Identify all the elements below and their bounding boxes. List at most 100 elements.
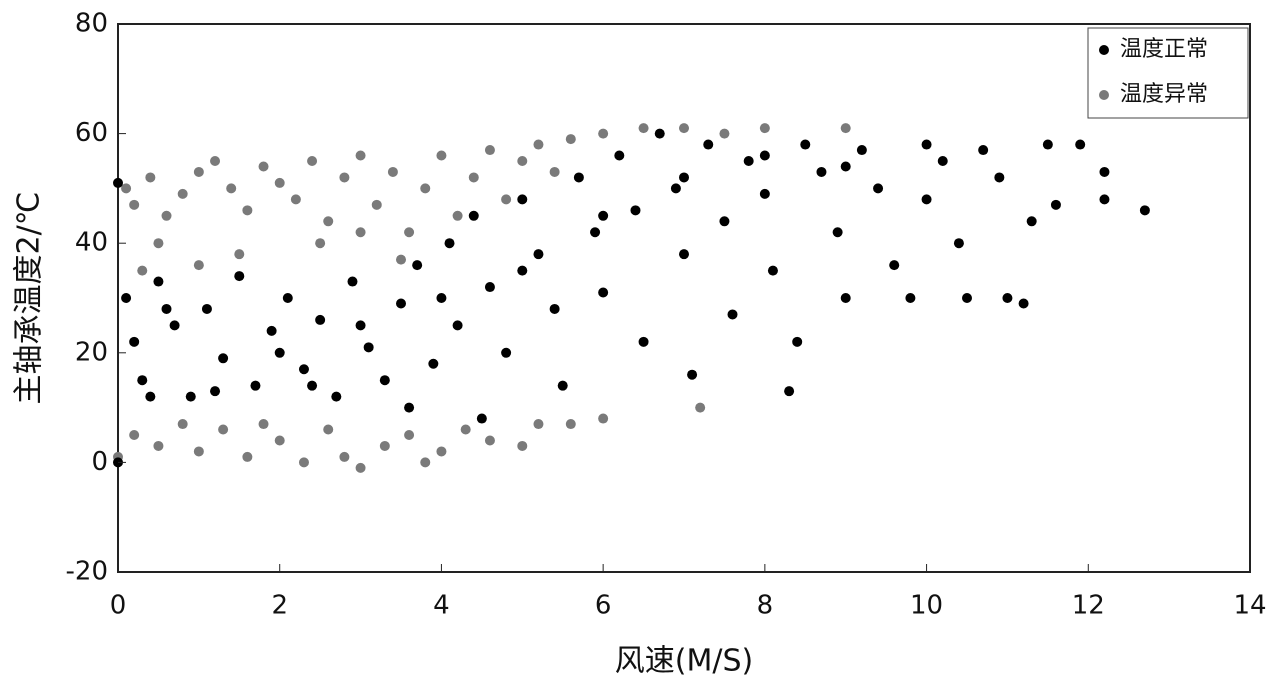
point <box>177 419 188 430</box>
point <box>177 188 188 199</box>
point <box>687 369 698 380</box>
point <box>274 347 285 358</box>
point <box>517 440 528 451</box>
point <box>679 249 689 260</box>
point <box>145 391 156 402</box>
point <box>1026 216 1037 227</box>
point <box>1042 139 1053 150</box>
point <box>274 435 285 446</box>
point <box>347 276 358 287</box>
point <box>234 271 245 282</box>
point <box>210 156 221 166</box>
y-tick-label: 80 <box>75 9 108 39</box>
point <box>113 177 123 188</box>
point <box>533 249 544 260</box>
point <box>573 172 584 183</box>
point <box>468 172 479 183</box>
legend-marker <box>1099 45 1109 55</box>
point <box>792 336 803 347</box>
point <box>501 347 512 358</box>
points <box>113 123 1150 473</box>
point <box>549 166 560 177</box>
point <box>654 128 665 139</box>
point <box>412 260 423 271</box>
point <box>557 380 568 391</box>
point <box>978 145 989 156</box>
point <box>339 451 350 462</box>
x-axis-label: 风速(M/S) <box>615 644 753 679</box>
point <box>614 150 625 161</box>
point <box>218 424 229 435</box>
point <box>1099 194 1110 205</box>
point <box>452 210 463 221</box>
point <box>258 161 269 172</box>
point <box>298 457 309 468</box>
point <box>363 342 374 353</box>
point <box>153 440 164 451</box>
point <box>379 440 390 451</box>
y-tick-label: 20 <box>75 337 108 367</box>
point <box>460 424 471 435</box>
point <box>266 325 277 336</box>
point <box>832 227 843 238</box>
point <box>840 293 851 303</box>
point <box>767 265 778 276</box>
point <box>218 353 229 364</box>
point <box>242 205 253 216</box>
x-tick-label: 12 <box>1072 591 1105 621</box>
point <box>234 249 245 260</box>
point <box>193 260 204 271</box>
point <box>679 172 689 183</box>
point <box>962 293 972 303</box>
point <box>484 145 495 156</box>
point <box>161 303 172 314</box>
point <box>307 156 318 166</box>
point <box>719 128 730 139</box>
point <box>137 375 148 386</box>
point <box>598 413 609 424</box>
y-axis-label: 主轴承温度2/℃ <box>12 192 47 405</box>
point <box>1050 199 1061 210</box>
point <box>121 293 132 303</box>
x-tick-label: 2 <box>271 591 288 621</box>
point <box>994 172 1005 183</box>
point <box>323 216 334 227</box>
point <box>331 391 342 402</box>
point <box>153 238 164 249</box>
point <box>355 227 366 238</box>
point <box>638 336 649 347</box>
point <box>307 380 318 391</box>
point <box>379 375 390 386</box>
point <box>743 156 754 166</box>
point <box>630 205 641 216</box>
point <box>226 183 237 194</box>
point <box>816 166 827 177</box>
y-tick-label: -20 <box>66 557 108 587</box>
point <box>873 183 884 194</box>
point <box>501 194 512 205</box>
point <box>533 419 544 430</box>
point <box>921 139 932 150</box>
x-tick-label: 4 <box>433 591 450 621</box>
point <box>703 139 714 150</box>
point <box>169 320 180 331</box>
point <box>590 227 601 238</box>
point <box>598 210 609 221</box>
point <box>193 166 204 177</box>
point <box>436 446 447 457</box>
point <box>565 419 576 430</box>
point <box>476 413 487 424</box>
point <box>921 194 932 205</box>
point <box>598 128 609 139</box>
point <box>315 238 326 249</box>
point <box>452 320 463 331</box>
point <box>953 238 964 249</box>
x-tick-label: 0 <box>110 591 127 621</box>
point <box>298 364 309 375</box>
point <box>339 172 350 183</box>
point <box>428 358 439 369</box>
point <box>420 183 431 194</box>
point <box>290 194 301 205</box>
point <box>282 293 293 303</box>
